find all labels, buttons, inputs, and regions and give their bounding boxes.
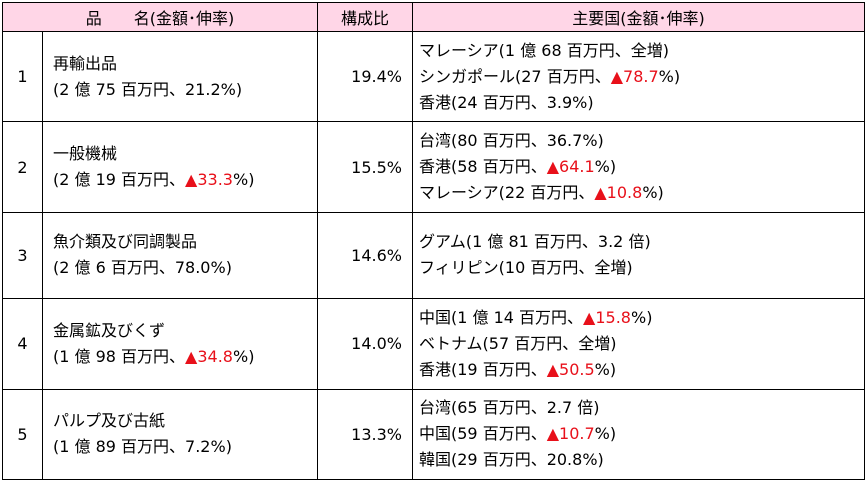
item-amount: (1 億 89 百万円、7.2%) — [53, 437, 232, 457]
table-row: 1 再輸出品 (2 億 75 百万円、21.2%) 19.4% マレーシア(1 … — [2, 30, 865, 123]
countries-cell: 中国(1 億 14 百万円、▲15.8%) ベトナム(57 百万円、全増) 香港… — [412, 298, 865, 390]
header-ratio: 構成比 — [317, 2, 413, 32]
ratio-cell: 14.6% — [317, 211, 413, 300]
header-countries: 主要国(金額･伸率) — [412, 2, 865, 32]
country-line: 台湾(65 百万円、2.7 倍) — [419, 398, 600, 418]
item-name: 一般機械 — [53, 144, 118, 164]
country-line: 韓国(29 百万円、20.8%) — [419, 450, 604, 470]
country-line: ベトナム(57 百万円、全増) — [419, 333, 617, 353]
table-row: 4 金属鉱及びくず (1 億 98 百万円、▲34.8%) 14.0% 中国(1… — [2, 298, 865, 390]
country-line: 香港(58 百万円、▲64.1%) — [419, 157, 617, 177]
item-cell: パルプ及び古紙 (1 億 89 百万円、7.2%) — [42, 388, 318, 481]
row-number: 1 — [2, 30, 43, 123]
country-line: 台湾(80 百万円、36.7%) — [419, 131, 604, 151]
table-row: 5 パルプ及び古紙 (1 億 89 百万円、7.2%) 13.3% 台湾(65 … — [2, 388, 865, 481]
row-number: 3 — [2, 211, 43, 300]
country-line: シンガポール(27 百万円、▲78.7%) — [419, 66, 681, 86]
item-name: 再輸出品 — [53, 53, 118, 73]
countries-cell: 台湾(80 百万円、36.7%) 香港(58 百万円、▲64.1%) マレーシア… — [412, 121, 865, 213]
country-line: 中国(1 億 14 百万円、▲15.8%) — [419, 307, 653, 327]
countries-cell: マレーシア(1 億 68 百万円、全増) シンガポール(27 百万円、▲78.7… — [412, 30, 865, 123]
ratio-cell: 13.3% — [317, 388, 413, 481]
item-name: 魚介類及び同調製品 — [53, 232, 198, 252]
countries-cell: 台湾(65 百万円、2.7 倍) 中国(59 百万円、▲10.7%) 韓国(29… — [412, 388, 865, 481]
item-cell: 魚介類及び同調製品 (2 億 6 百万円、78.0%) — [42, 211, 318, 300]
header-item: 品 名(金額･伸率) — [2, 2, 318, 32]
item-amount: (2 億 6 百万円、78.0%) — [53, 258, 232, 278]
item-cell: 一般機械 (2 億 19 百万円、▲33.3%) — [42, 121, 318, 213]
item-amount: (2 億 19 百万円、▲33.3%) — [53, 170, 255, 190]
country-line: マレーシア(22 百万円、▲10.8%) — [419, 183, 664, 203]
country-line: グアム(1 億 81 百万円、3.2 倍) — [419, 232, 651, 252]
item-cell: 金属鉱及びくず (1 億 98 百万円、▲34.8%) — [42, 298, 318, 390]
item-name: 金属鉱及びくず — [53, 320, 166, 340]
item-amount: (2 億 75 百万円、21.2%) — [53, 79, 243, 99]
ratio-cell: 14.0% — [317, 298, 413, 390]
row-number: 4 — [2, 298, 43, 390]
countries-cell: グアム(1 億 81 百万円、3.2 倍) フィリピン(10 百万円、全増) — [412, 211, 865, 300]
ratio-cell: 15.5% — [317, 121, 413, 213]
row-number: 5 — [2, 388, 43, 481]
country-line: マレーシア(1 億 68 百万円、全増) — [419, 40, 669, 60]
country-line: フィリピン(10 百万円、全増) — [419, 258, 633, 278]
header-row: 品 名(金額･伸率) 構成比 主要国(金額･伸率) — [2, 2, 865, 32]
table-row: 3 魚介類及び同調製品 (2 億 6 百万円、78.0%) 14.6% グアム(… — [2, 211, 865, 300]
table-row: 2 一般機械 (2 億 19 百万円、▲33.3%) 15.5% 台湾(80 百… — [2, 121, 865, 213]
country-line: 香港(19 百万円、▲50.5%) — [419, 359, 617, 379]
item-cell: 再輸出品 (2 億 75 百万円、21.2%) — [42, 30, 318, 123]
country-line: 中国(59 百万円、▲10.7%) — [419, 424, 617, 444]
ratio-cell: 19.4% — [317, 30, 413, 123]
item-amount: (1 億 98 百万円、▲34.8%) — [53, 346, 255, 366]
country-line: 香港(24 百万円、3.9%) — [419, 92, 594, 112]
item-name: パルプ及び古紙 — [53, 411, 166, 431]
row-number: 2 — [2, 121, 43, 213]
